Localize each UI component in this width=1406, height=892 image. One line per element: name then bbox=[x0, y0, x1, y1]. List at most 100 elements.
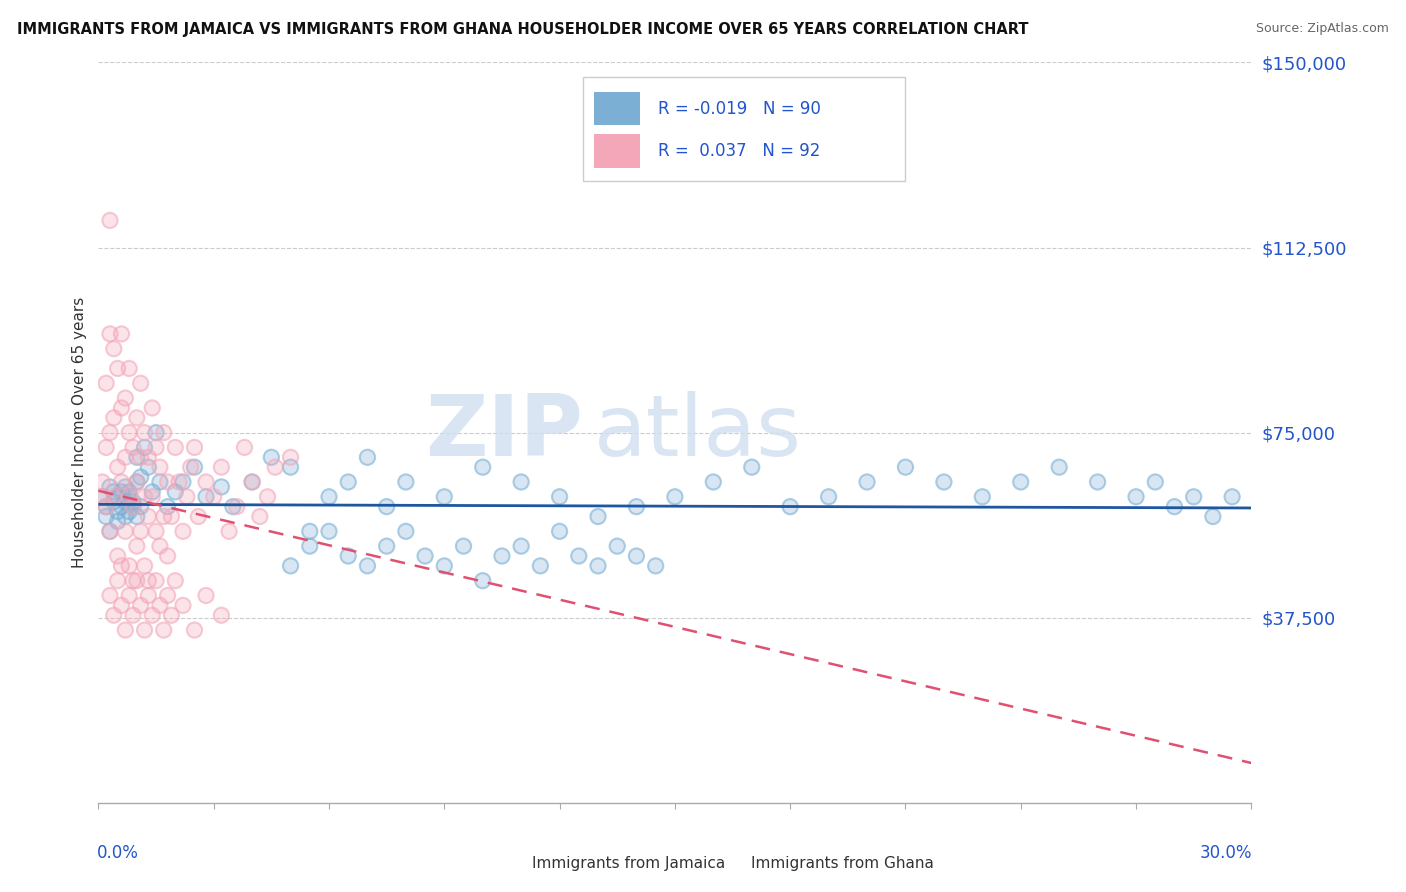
Point bbox=[664, 490, 686, 504]
Point bbox=[107, 515, 129, 529]
Point bbox=[548, 490, 571, 504]
Text: R =  0.037   N = 92: R = 0.037 N = 92 bbox=[658, 143, 820, 161]
Point bbox=[260, 450, 283, 465]
Point bbox=[107, 490, 129, 504]
Text: IMMIGRANTS FROM JAMAICA VS IMMIGRANTS FROM GHANA HOUSEHOLDER INCOME OVER 65 YEAR: IMMIGRANTS FROM JAMAICA VS IMMIGRANTS FR… bbox=[17, 22, 1028, 37]
Point bbox=[138, 460, 160, 475]
Point bbox=[91, 490, 114, 504]
Point bbox=[894, 460, 917, 475]
Point bbox=[165, 574, 187, 588]
Point bbox=[94, 500, 117, 514]
Point bbox=[114, 391, 136, 405]
Point bbox=[471, 460, 494, 475]
Point bbox=[972, 490, 994, 504]
Point bbox=[149, 599, 172, 613]
Point bbox=[240, 475, 263, 489]
Point bbox=[103, 490, 125, 504]
Point bbox=[741, 460, 763, 475]
Point bbox=[129, 450, 152, 465]
Point bbox=[122, 500, 145, 514]
Point bbox=[298, 524, 321, 539]
Point bbox=[114, 494, 136, 508]
Point bbox=[110, 401, 132, 415]
Point bbox=[1010, 475, 1032, 489]
Point bbox=[129, 599, 152, 613]
Point bbox=[138, 460, 160, 475]
Point bbox=[471, 574, 494, 588]
Point bbox=[118, 425, 141, 440]
Point bbox=[413, 549, 436, 563]
Point bbox=[91, 490, 114, 504]
Point bbox=[1125, 490, 1147, 504]
Point bbox=[129, 450, 152, 465]
Point bbox=[110, 475, 132, 489]
Point bbox=[209, 460, 232, 475]
Point bbox=[94, 500, 117, 514]
Point bbox=[110, 484, 132, 499]
Point bbox=[107, 361, 129, 376]
Point bbox=[932, 475, 955, 489]
Point bbox=[134, 425, 156, 440]
Point bbox=[98, 326, 121, 341]
Point bbox=[98, 524, 121, 539]
Point bbox=[125, 475, 148, 489]
Text: 0.0%: 0.0% bbox=[97, 844, 139, 862]
Point bbox=[138, 574, 160, 588]
Point bbox=[156, 549, 179, 563]
Point bbox=[375, 500, 398, 514]
Point bbox=[972, 490, 994, 504]
Point bbox=[134, 558, 156, 573]
Point bbox=[1220, 490, 1243, 504]
Point bbox=[107, 505, 129, 519]
Point bbox=[1182, 490, 1205, 504]
Point bbox=[172, 475, 194, 489]
Point bbox=[114, 450, 136, 465]
Point bbox=[180, 460, 202, 475]
Point bbox=[122, 441, 145, 455]
Point bbox=[172, 524, 194, 539]
Point bbox=[91, 490, 114, 504]
Point bbox=[510, 539, 533, 553]
Point bbox=[395, 475, 418, 489]
Point bbox=[94, 509, 117, 524]
Point bbox=[134, 441, 156, 455]
Point bbox=[141, 490, 163, 504]
Point bbox=[156, 475, 179, 489]
Point bbox=[626, 549, 648, 563]
Point bbox=[118, 484, 141, 499]
Point bbox=[152, 425, 174, 440]
Point bbox=[280, 460, 302, 475]
Point bbox=[152, 623, 174, 637]
Point bbox=[107, 515, 129, 529]
Point bbox=[125, 450, 148, 465]
Point bbox=[702, 475, 724, 489]
Point bbox=[98, 326, 121, 341]
Point bbox=[118, 490, 141, 504]
Point bbox=[195, 490, 218, 504]
Point bbox=[606, 539, 628, 553]
Point bbox=[125, 509, 148, 524]
Point bbox=[548, 524, 571, 539]
Point bbox=[664, 490, 686, 504]
Point bbox=[1144, 475, 1167, 489]
Point bbox=[356, 558, 378, 573]
Point bbox=[165, 484, 187, 499]
Point bbox=[337, 475, 360, 489]
Point bbox=[375, 539, 398, 553]
Point bbox=[122, 500, 145, 514]
Point bbox=[107, 549, 129, 563]
Point bbox=[122, 441, 145, 455]
Point bbox=[114, 623, 136, 637]
Point bbox=[568, 549, 591, 563]
Point bbox=[134, 623, 156, 637]
Point bbox=[118, 505, 141, 519]
Point bbox=[218, 524, 240, 539]
Point bbox=[138, 589, 160, 603]
Point bbox=[118, 589, 141, 603]
Point bbox=[280, 450, 302, 465]
Point bbox=[107, 505, 129, 519]
Text: Immigrants from Ghana: Immigrants from Ghana bbox=[751, 856, 934, 871]
Point bbox=[125, 410, 148, 425]
Point bbox=[98, 589, 121, 603]
Point bbox=[107, 460, 129, 475]
